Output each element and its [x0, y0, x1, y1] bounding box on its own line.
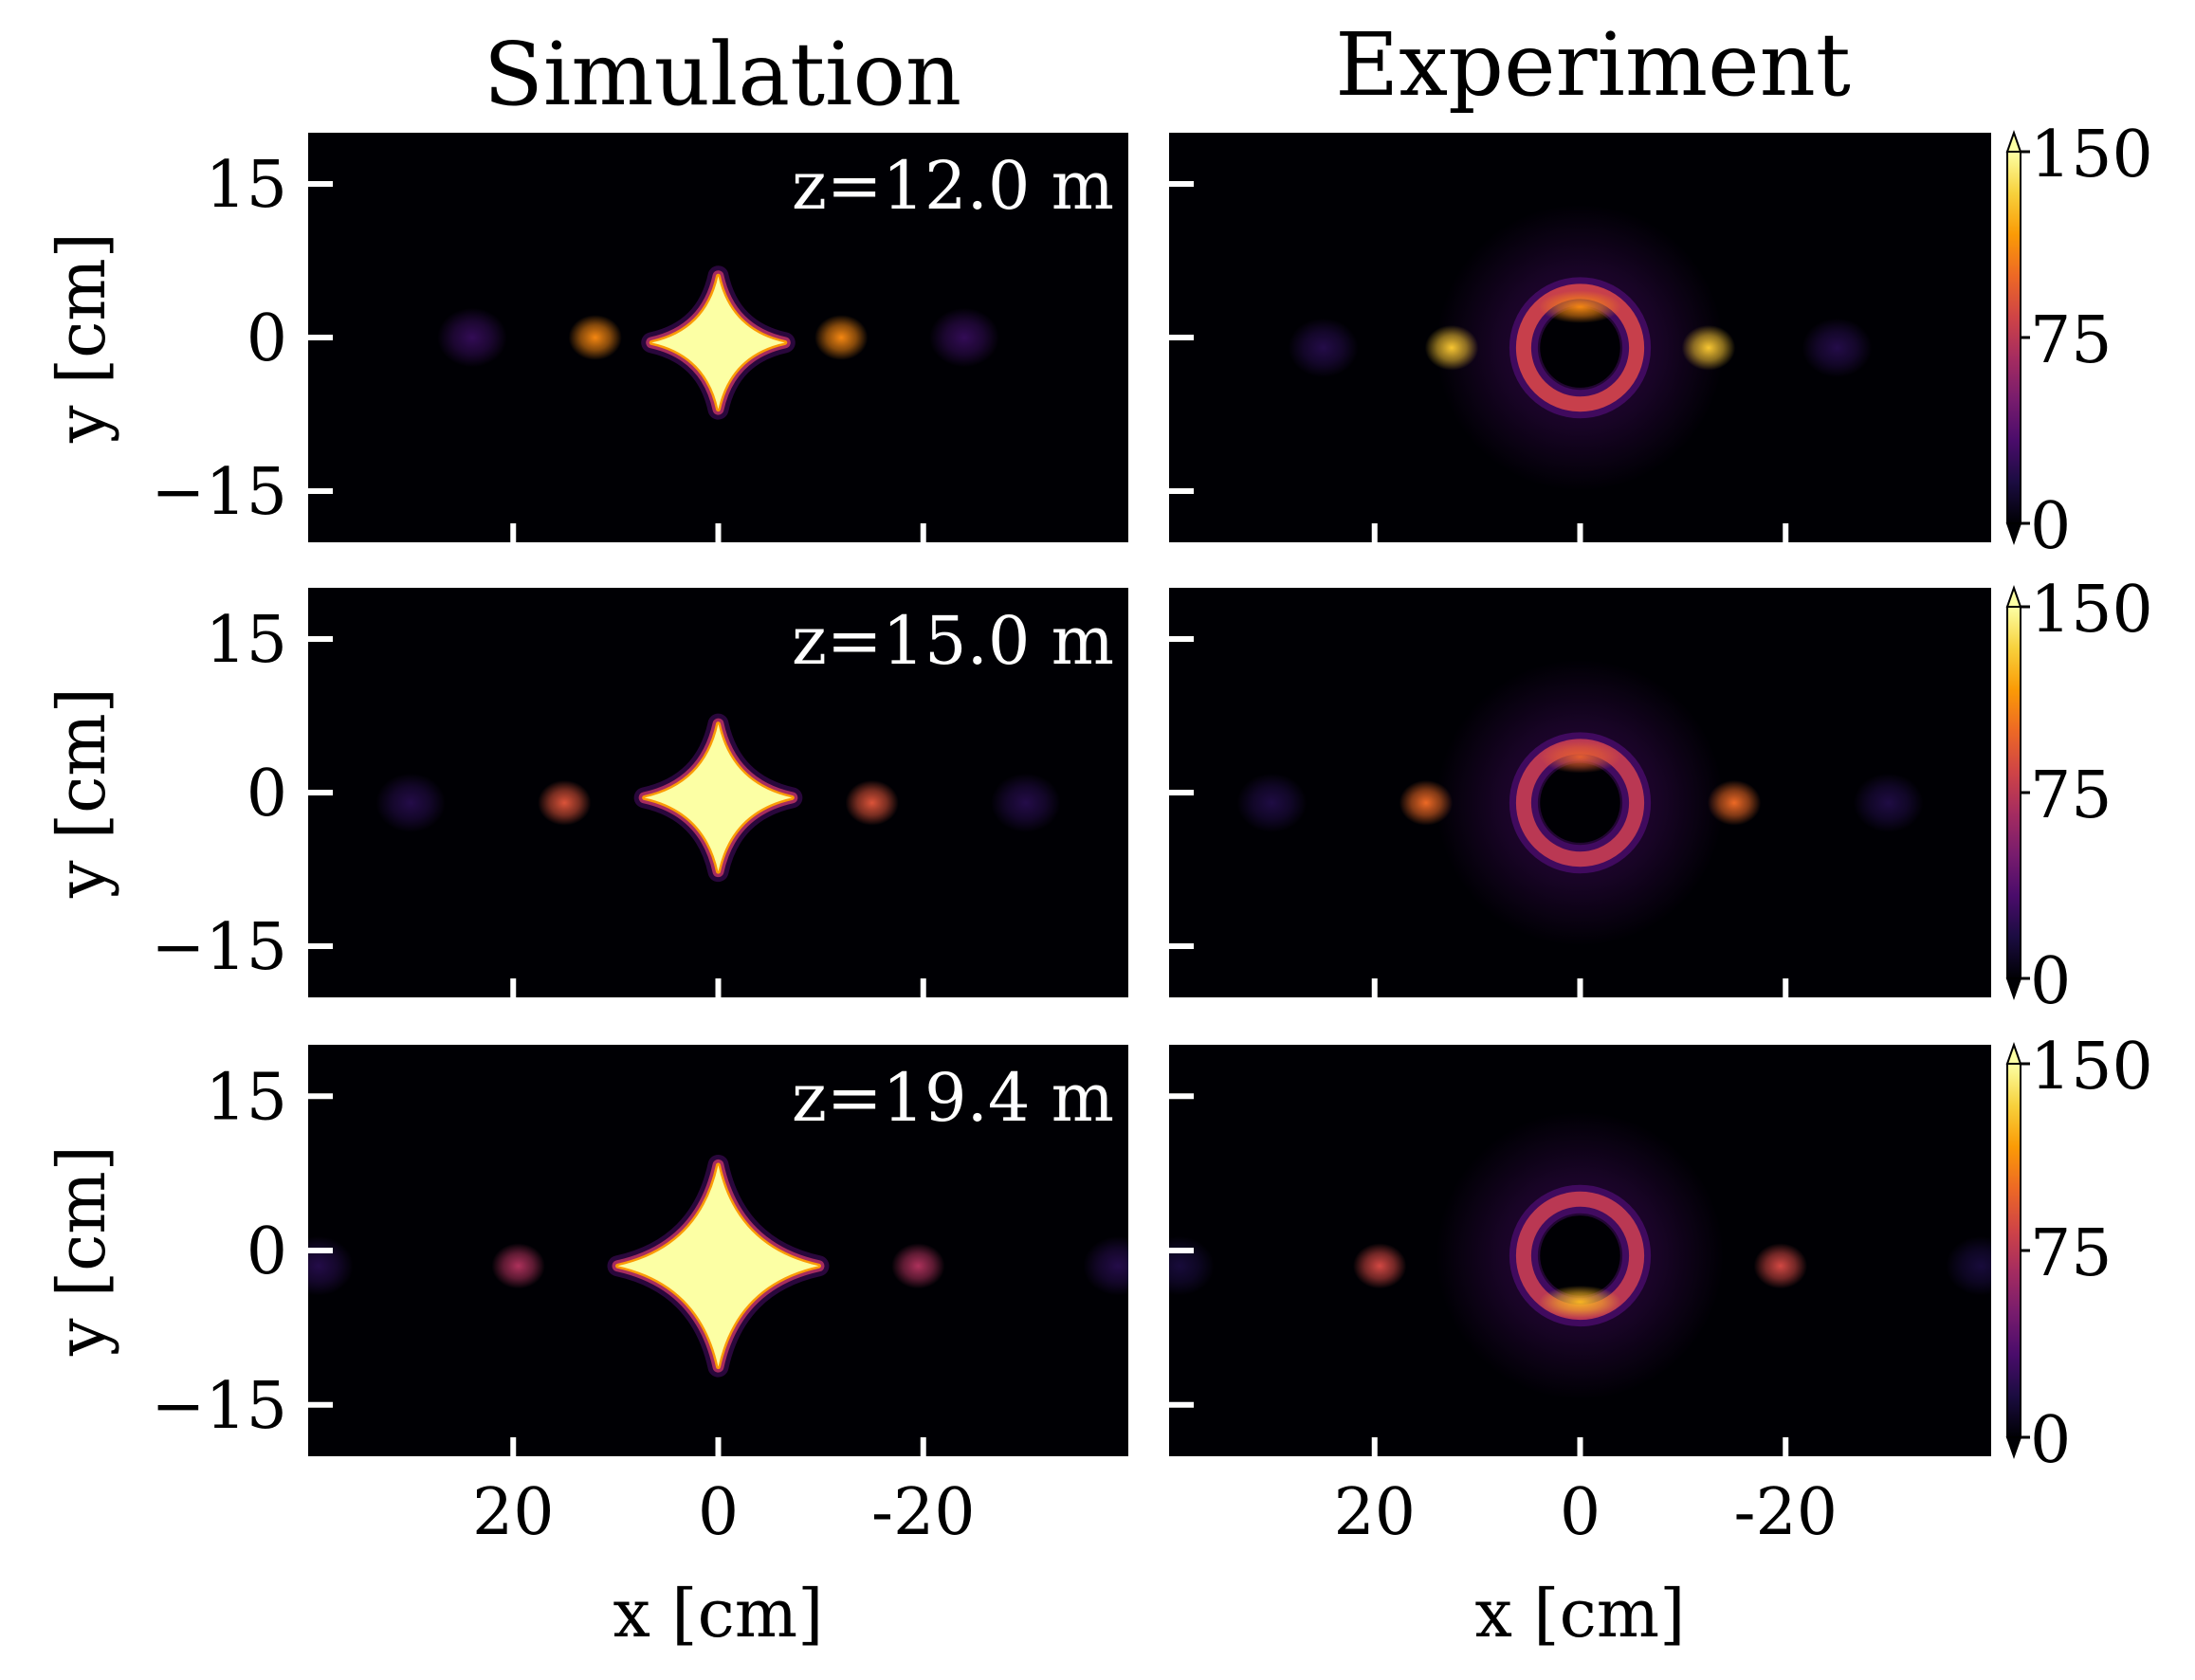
colorbar-gradient	[2006, 1063, 2021, 1438]
column-title-experiment: Experiment	[1335, 14, 1851, 116]
beam-spot	[1288, 318, 1359, 378]
ring-hole	[1540, 307, 1620, 388]
x-tick-label: 20	[472, 1475, 555, 1550]
y-axis-label: y [cm]	[43, 1145, 120, 1357]
beam-spot	[538, 779, 592, 826]
colorbar: 0 75 150	[2005, 118, 2153, 564]
diamond-core	[644, 723, 793, 872]
colorbar-tick-label: 0	[2030, 944, 2071, 1019]
ring-bright-spot	[1539, 290, 1621, 323]
colorbar-tick-label: 75	[2030, 758, 2113, 833]
beam-spot	[845, 779, 899, 826]
colorbar-extend-max	[2005, 129, 2022, 153]
heatmap-panel-experiment-0: 0 75 150	[1169, 118, 2153, 564]
ring-hole	[1540, 1215, 1620, 1296]
beam-spot	[814, 315, 869, 360]
colorbar-extend-max	[2005, 584, 2022, 608]
colorbar-extend-min	[2005, 977, 2022, 1001]
colorbar: 0 75 150	[2005, 1030, 2153, 1478]
distance-annotation: z=12.0 m	[792, 147, 1114, 225]
beam-spot	[1707, 779, 1762, 826]
heatmap-panel-simulation-0: 15 0 −15 y [cm] z=12.0 m	[43, 133, 1128, 542]
ring-bright-spot	[1539, 1285, 1621, 1319]
beam-spot	[1424, 324, 1479, 371]
y-tick-label: 15	[205, 603, 287, 678]
y-axis-label: y [cm]	[43, 232, 120, 444]
y-tick-label: 15	[205, 1060, 287, 1135]
colorbar-gradient	[2006, 606, 2021, 979]
beam-spot	[1169, 1235, 1215, 1296]
distance-annotation: z=15.0 m	[792, 602, 1114, 680]
heatmap-panel-simulation-2: 15 0 −15 20 0 -20 y [cm] x [cm] z=19.4 m	[43, 1045, 1128, 1653]
heatmap-content	[375, 713, 1061, 883]
heatmap-content	[1169, 1111, 1991, 1400]
y-tick-label: −15	[151, 1369, 287, 1444]
y-tick-label: 0	[247, 757, 287, 831]
column-title-simulation: Simulation	[484, 24, 961, 125]
x-tick-label: 0	[698, 1475, 739, 1550]
x-tick-label: -20	[871, 1475, 976, 1550]
beam-spot	[1681, 324, 1736, 371]
heatmap-content	[437, 265, 999, 420]
beam-spot	[1352, 1243, 1407, 1289]
beam-spot	[375, 773, 446, 833]
colorbar-tick-label: 150	[2030, 573, 2153, 648]
heatmap-content	[1236, 659, 1924, 946]
beam-spot	[1853, 773, 1924, 833]
colorbar-extend-max	[2005, 1041, 2022, 1065]
y-tick-label: −15	[151, 455, 287, 530]
beam-spot	[991, 773, 1061, 833]
colorbar-tick-label: 0	[2030, 489, 2071, 564]
colorbar-extend-min	[2005, 1436, 2022, 1460]
y-tick-label: 0	[247, 1214, 287, 1289]
y-tick-label: 0	[247, 301, 287, 376]
beam-spot	[1753, 1243, 1808, 1289]
beam-spot	[1083, 1235, 1128, 1296]
colorbar-gradient	[2006, 151, 2021, 524]
y-tick-label: 15	[205, 148, 287, 223]
colorbar-extend-min	[2005, 522, 2022, 546]
beam-spot	[568, 315, 622, 360]
beam-spot	[437, 307, 507, 368]
heatmap-content	[308, 1154, 1128, 1378]
beam-spot	[1399, 779, 1454, 826]
beam-spot	[929, 307, 999, 368]
colorbar-tick-label: 75	[2030, 1216, 2113, 1291]
y-tick-label: −15	[151, 910, 287, 985]
diamond-core	[651, 276, 785, 410]
colorbar: 0 75 150	[2005, 573, 2153, 1019]
beam-spot	[1236, 773, 1308, 833]
colorbar-tick-label: 150	[2030, 118, 2153, 192]
ring-bright-spot	[1539, 740, 1621, 774]
colorbar-tick-label: 0	[2030, 1403, 2071, 1478]
beam-spot	[491, 1243, 545, 1289]
x-axis-label: x [cm]	[613, 1575, 824, 1653]
x-tick-label: 20	[1333, 1475, 1416, 1550]
beam-spot	[308, 1235, 354, 1296]
colorbar-tick-label: 75	[2030, 303, 2113, 378]
heatmap-panel-experiment-2: 20 0 -20 x [cm] 0 75 150	[1169, 1030, 2153, 1653]
beam-spot	[1946, 1235, 1991, 1296]
x-tick-label: -20	[1733, 1475, 1838, 1550]
diamond-core	[617, 1164, 819, 1367]
colorbar-tick-label: 150	[2030, 1030, 2153, 1105]
ring-hole	[1540, 762, 1620, 843]
distance-annotation: z=19.4 m	[792, 1059, 1114, 1137]
heatmap-panel-experiment-1: 0 75 150	[1169, 573, 2153, 1019]
x-axis-label: x [cm]	[1475, 1575, 1686, 1653]
heatmap-content	[1288, 204, 1873, 492]
y-axis-label: y [cm]	[43, 687, 120, 899]
beam-spot	[891, 1243, 945, 1289]
x-tick-label: 0	[1560, 1475, 1601, 1550]
heatmap-panel-simulation-1: 15 0 −15 y [cm] z=15.0 m	[43, 588, 1128, 997]
beam-spot	[1802, 318, 1873, 378]
